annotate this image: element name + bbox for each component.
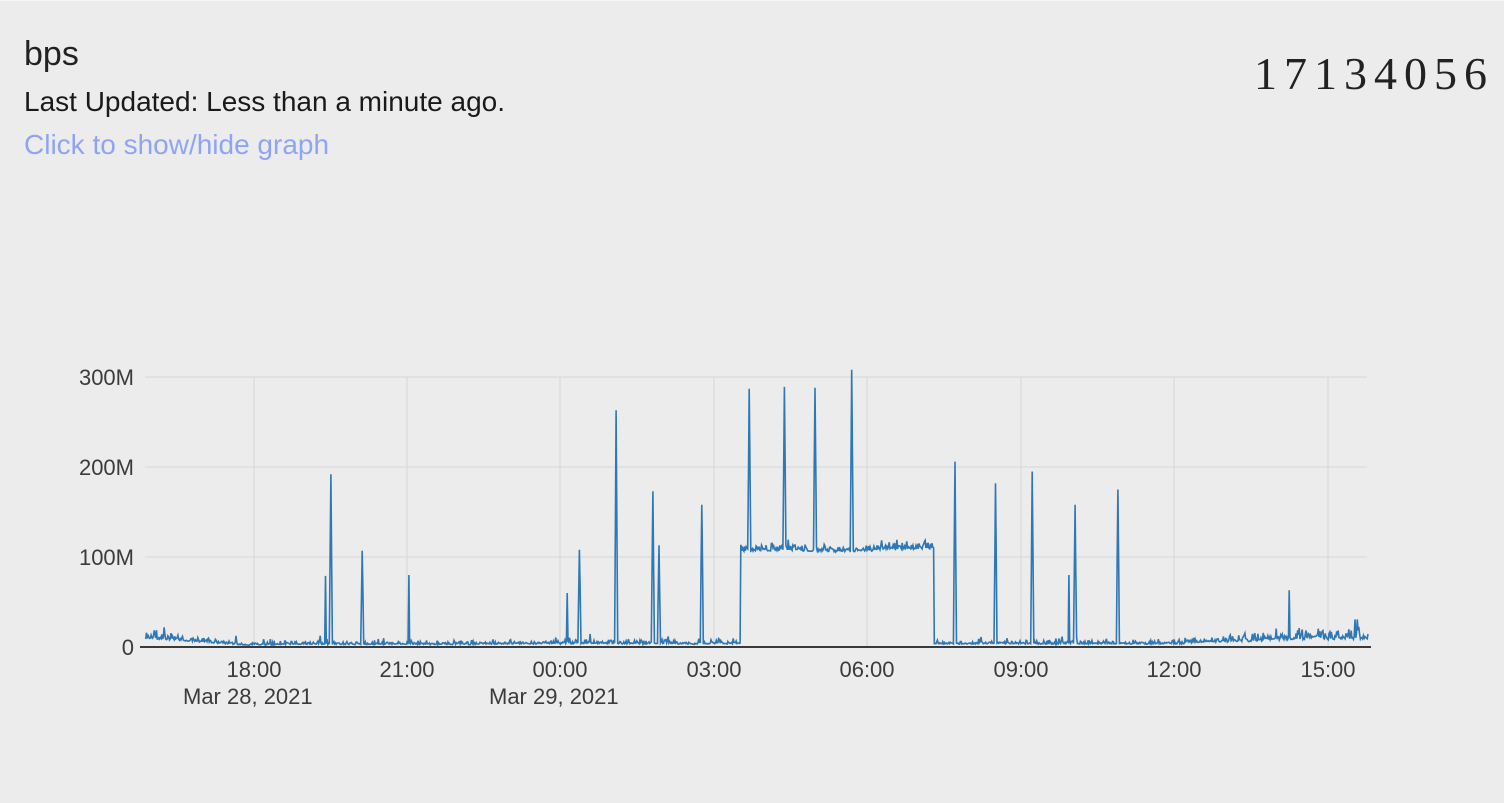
svg-text:12:00: 12:00 <box>1146 657 1201 682</box>
svg-text:Mar 29, 2021: Mar 29, 2021 <box>489 684 619 709</box>
svg-text:21:00: 21:00 <box>379 657 434 682</box>
svg-text:0: 0 <box>122 635 134 660</box>
svg-text:Mar 28, 2021: Mar 28, 2021 <box>183 684 313 709</box>
svg-text:06:00: 06:00 <box>839 657 894 682</box>
svg-text:18:00: 18:00 <box>226 657 281 682</box>
svg-text:15:00: 15:00 <box>1300 657 1355 682</box>
svg-text:03:00: 03:00 <box>686 657 741 682</box>
svg-text:09:00: 09:00 <box>993 657 1048 682</box>
svg-text:100M: 100M <box>79 545 134 570</box>
svg-text:300M: 300M <box>79 365 134 390</box>
svg-text:200M: 200M <box>79 455 134 480</box>
svg-text:00:00: 00:00 <box>532 657 587 682</box>
